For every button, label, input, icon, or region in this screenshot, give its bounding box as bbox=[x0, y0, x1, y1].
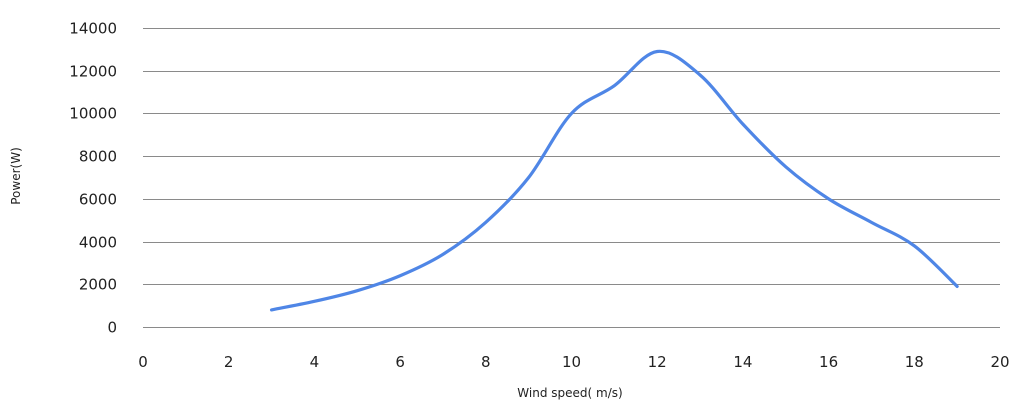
x-tick-label: 2 bbox=[224, 353, 234, 371]
y-tick-label: 12000 bbox=[69, 63, 117, 81]
x-tick-label: 10 bbox=[562, 353, 581, 371]
y-tick-label: 8000 bbox=[79, 148, 117, 166]
y-tick-label: 10000 bbox=[69, 105, 117, 123]
y-tick-label: 2000 bbox=[79, 276, 117, 294]
y-axis-tick-labels: 0 2000 4000 6000 8000 10000 12000 14000 bbox=[69, 20, 117, 337]
y-tick-label: 4000 bbox=[79, 234, 117, 252]
y-tick-label: 0 bbox=[107, 319, 117, 337]
y-tick-label: 14000 bbox=[69, 20, 117, 38]
series-layer bbox=[269, 49, 959, 312]
x-tick-label: 12 bbox=[648, 353, 667, 371]
x-tick-label: 0 bbox=[138, 353, 148, 371]
x-tick-label: 16 bbox=[819, 353, 838, 371]
x-axis-label: Wind speed( m/s) bbox=[517, 386, 622, 400]
power-curve-line bbox=[269, 49, 959, 312]
x-tick-label: 18 bbox=[905, 353, 924, 371]
x-axis-tick-labels: 0 2 4 6 8 10 12 14 16 18 20 bbox=[138, 353, 1009, 371]
y-axis-label: Power(W) bbox=[9, 147, 23, 205]
x-tick-label: 6 bbox=[395, 353, 405, 371]
gridlines bbox=[143, 28, 1000, 328]
x-tick-label: 8 bbox=[481, 353, 491, 371]
x-tick-label: 14 bbox=[733, 353, 752, 371]
y-tick-label: 6000 bbox=[79, 191, 117, 209]
x-tick-label: 20 bbox=[990, 353, 1009, 371]
x-tick-label: 4 bbox=[310, 353, 320, 371]
